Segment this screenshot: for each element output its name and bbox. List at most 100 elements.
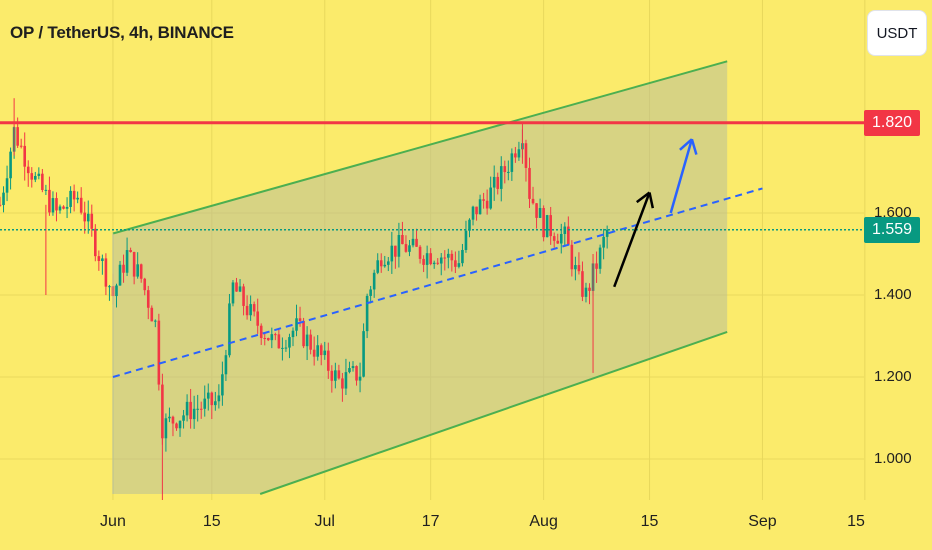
arrow-blue-head: [679, 138, 693, 151]
candle-body: [316, 345, 319, 357]
arrow-blue-head: [690, 138, 698, 155]
candle-body: [302, 320, 305, 347]
candle-body: [16, 127, 19, 146]
candle-body: [425, 253, 429, 265]
candle-body: [104, 258, 108, 287]
candle-body: [387, 261, 390, 265]
candle-body: [355, 366, 358, 381]
currency-button[interactable]: USDT: [867, 10, 927, 56]
candle-body: [394, 245, 397, 257]
candle-body: [139, 264, 143, 279]
candle-body: [171, 416, 175, 424]
x-tick-label: Sep: [748, 513, 777, 530]
candle-body: [23, 145, 27, 167]
candle-body: [312, 349, 316, 357]
channel-fill: [112, 61, 728, 495]
candle-body: [351, 366, 355, 369]
candle-body: [379, 260, 383, 267]
candle-body: [369, 289, 372, 296]
candle-body: [55, 198, 58, 211]
candle-body: [34, 175, 37, 180]
y-tick-label: 1.600: [874, 204, 912, 221]
candle-body: [58, 206, 62, 211]
candle-body: [266, 338, 270, 341]
candle-body: [37, 173, 41, 176]
candle-body: [0, 204, 2, 206]
candle-body: [249, 304, 252, 316]
candle-body: [450, 253, 454, 261]
candle-body: [259, 325, 263, 339]
candle-body: [496, 176, 500, 189]
candle-body: [535, 203, 538, 218]
candle-body: [245, 305, 249, 316]
candle-body: [284, 347, 288, 349]
candle-body: [475, 206, 478, 215]
candle-body: [454, 260, 457, 267]
candle-body: [577, 265, 581, 272]
y-tick-label: 1.400: [874, 286, 912, 303]
candle-body: [362, 331, 365, 377]
candle-body: [334, 370, 337, 381]
candle-body: [129, 250, 132, 253]
candle-body: [411, 238, 415, 246]
candle-body: [281, 347, 284, 349]
candle-body: [439, 257, 443, 264]
candle-body: [252, 304, 256, 312]
candle-body: [457, 263, 461, 267]
projection-arrows: [613, 138, 698, 288]
candle-body: [221, 374, 224, 396]
candle-body: [507, 171, 510, 173]
candle-body: [83, 212, 87, 222]
resistance-price-tag: 1.820: [864, 110, 920, 136]
x-tick-label: 15: [640, 513, 659, 530]
candle-body: [277, 334, 281, 349]
last-price-tag: 1.559: [864, 217, 920, 243]
candle-body: [319, 345, 323, 356]
candle-body: [157, 320, 161, 385]
candle-body: [489, 187, 492, 209]
candle-body: [429, 253, 432, 265]
candle-body: [196, 408, 199, 410]
candle-body: [581, 271, 584, 297]
candle-body: [464, 230, 468, 250]
candle-body: [231, 282, 235, 304]
arrow-blue-shaft: [669, 138, 694, 214]
candle-body: [510, 153, 514, 172]
candle-body: [175, 423, 178, 429]
candle-body: [288, 337, 291, 348]
candle-body: [125, 250, 129, 273]
candle-body: [217, 395, 221, 402]
candle-body: [228, 303, 231, 356]
x-tick-label: 15: [202, 513, 221, 530]
candle-body: [468, 219, 471, 231]
candle-body: [146, 290, 150, 308]
candle-body: [199, 408, 203, 410]
candle-body: [341, 378, 344, 389]
candle-body: [41, 173, 44, 190]
candle-body: [235, 282, 238, 292]
candle-body: [524, 143, 528, 168]
x-tick-label: Jun: [100, 513, 126, 530]
candle-body: [90, 213, 94, 229]
candle-body: [101, 258, 104, 262]
candle-body: [69, 190, 72, 207]
candle-body: [422, 258, 425, 265]
candle-body: [358, 376, 362, 381]
candle-body: [499, 166, 503, 189]
candle-body: [51, 198, 55, 213]
candle-body: [528, 167, 531, 199]
candle-body: [365, 295, 369, 332]
candle-body: [62, 206, 65, 209]
arrow-black-shaft: [613, 192, 651, 288]
candle-body: [415, 238, 418, 247]
candle-body: [168, 416, 171, 419]
candle-body: [192, 408, 196, 420]
candle-body: [344, 372, 348, 389]
candle-body: [5, 178, 9, 193]
candle-body: [295, 318, 298, 331]
candle-body: [203, 398, 207, 409]
candle-body: [595, 263, 598, 269]
candle-body: [584, 287, 588, 297]
x-tick-label: 17: [421, 513, 440, 530]
